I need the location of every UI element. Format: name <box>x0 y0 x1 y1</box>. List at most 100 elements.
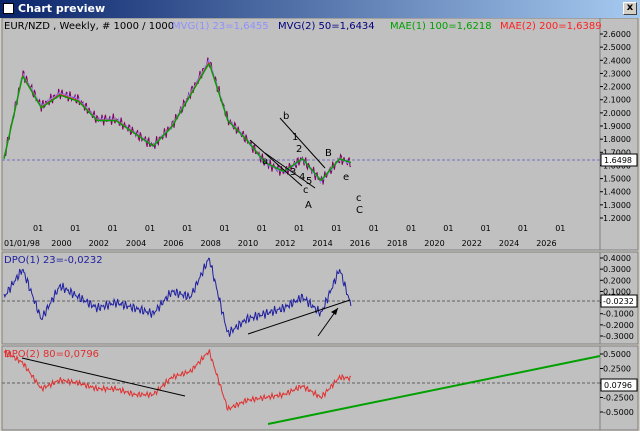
dpo2-y-tick-0: 0.5000 <box>603 350 631 359</box>
x-minor-label-1: 01 <box>70 224 80 233</box>
x-label-6: 2010 <box>238 239 258 248</box>
price-y-tick-9: 1.7000 <box>603 148 631 157</box>
dpo1-last-box <box>600 294 638 308</box>
price-trendline-2 <box>264 152 316 189</box>
chart-canvas: EUR/NZD , Weekly, # 1000 / 1000 MVG(1) 2… <box>1 18 639 431</box>
dpo1-last-value: -0.0232 <box>603 297 634 306</box>
x-label-0: 01/01/98 <box>4 239 40 248</box>
close-button[interactable]: x <box>623 2 637 15</box>
price-header-mae2: MAE(2) 200=1,6389 <box>500 21 602 32</box>
x-minor-label-7: 01 <box>294 224 304 233</box>
window-title: Chart preview <box>18 2 106 15</box>
wave-label-c: c <box>303 185 309 196</box>
dpo2-y-tick-1: 0.2500 <box>603 365 631 374</box>
x-label-10: 2018 <box>387 239 407 248</box>
x-minor-label-5: 01 <box>220 224 230 233</box>
x-minor-label-11: 01 <box>443 224 453 233</box>
price-y-tick-1: 2.5000 <box>603 43 631 52</box>
price-header-mvg1: MVG(1) 23=1,6455 <box>172 21 269 32</box>
price-panel <box>1 18 601 251</box>
wave-label-e: e <box>343 172 349 183</box>
price-y-tick-8: 1.8000 <box>603 135 631 144</box>
price-x-ticks: 01/01/98 01 2000 01 2002 01 2004 01 2006 01 2008 01… <box>4 224 565 248</box>
window-icon <box>3 3 14 14</box>
dpo1-y-tick-1: 0.3000 <box>603 265 631 274</box>
dpo1-header: DPO(1) 23=-0,0232 <box>4 255 103 266</box>
x-minor-label-12: 01 <box>481 224 491 233</box>
x-minor-label-3: 01 <box>145 224 155 233</box>
x-label-9: 2016 <box>350 239 370 248</box>
dpo1-y-tick-2: 0.2000 <box>603 276 631 285</box>
mvg1-series <box>3 58 352 184</box>
x-label-8: 2014 <box>312 239 332 248</box>
x-minor-label-4: 01 <box>182 224 192 233</box>
dpo2-series <box>3 349 352 412</box>
wave-label-4: 4 <box>299 172 305 183</box>
dpo1-y-tick-0: 0.4000 <box>603 254 631 263</box>
x-minor-label-0: 01 <box>33 224 43 233</box>
wave-label-5: 5 <box>306 176 312 187</box>
wave-label-C: C <box>356 205 363 216</box>
x-label-4: 2006 <box>163 239 183 248</box>
x-minor-label-14: 01 <box>555 224 565 233</box>
price-header-mvg2: MVG(2) 50=1,6434 <box>278 21 375 32</box>
price-last-box <box>600 153 638 167</box>
wave-label-c2: c <box>356 193 362 204</box>
price-y-tick-6: 2.0000 <box>603 109 631 118</box>
dpo1-y-tick-5: -0.1000 <box>603 310 634 319</box>
price-y-ticks: 2.6000 2.5000 2.4000 2.3000 2.2000 2.1000 2.00… <box>600 30 631 223</box>
price-y-tick-14: 1.2000 <box>603 214 631 223</box>
x-label-14: 2026 <box>536 239 556 248</box>
price-trendline-1 <box>249 139 303 187</box>
wave-label-1: 1 <box>292 132 298 143</box>
price-y-tick-5: 2.1000 <box>603 96 631 105</box>
price-y-tick-4: 2.2000 <box>603 83 631 92</box>
x-minor-label-6: 01 <box>257 224 267 233</box>
dpo2-last-box <box>600 378 638 392</box>
dpo1-y-tick-7: -0.3000 <box>603 332 634 341</box>
dpo2-y-tick-3: -0.2500 <box>603 394 634 403</box>
x-minor-label-13: 01 <box>518 224 528 233</box>
dpo1-y-tick-6: -0.2000 <box>603 321 634 330</box>
dpo1-series <box>3 257 352 337</box>
price-y-tick-2: 2.4000 <box>603 56 631 65</box>
wave-label-a: a <box>262 156 268 167</box>
x-minor-label-10: 01 <box>406 224 416 233</box>
dpo2-y-tick-4: -0.5000 <box>603 408 634 417</box>
price-header-symbol: EUR/NZD , Weekly, # 1000 / 1000 <box>4 21 174 32</box>
x-label-1: 2000 <box>51 239 71 248</box>
x-minor-label-2: 01 <box>108 224 118 233</box>
mae1-series <box>3 63 352 181</box>
price-header-mae1: MAE(1) 100=1,6218 <box>390 21 492 32</box>
x-label-3: 2004 <box>126 239 146 248</box>
x-label-7: 2012 <box>275 239 295 248</box>
x-minor-label-9: 01 <box>369 224 379 233</box>
wave-label-B: B <box>325 148 332 159</box>
price-y-tick-12: 1.4000 <box>603 188 631 197</box>
price-last-value: 1.6498 <box>604 156 632 165</box>
price-y-tick-3: 2.3000 <box>603 69 631 78</box>
x-minor-label-8: 01 <box>331 224 341 233</box>
dpo1-arrow-head <box>331 308 338 315</box>
x-label-13: 2024 <box>499 239 519 248</box>
wave-label-3: 3 <box>290 167 296 178</box>
wave-label-b: b <box>283 111 289 122</box>
price-y-tick-11: 1.5000 <box>603 175 631 184</box>
x-label-11: 2020 <box>424 239 444 248</box>
title-bar[interactable]: Chart preview x <box>0 0 640 18</box>
dpo1-y-tick-3: 0.1000 <box>603 287 631 296</box>
price-y-tick-13: 1.3000 <box>603 201 631 210</box>
price-y-tick-0: 2.6000 <box>603 30 631 39</box>
dpo2-last-value: 0.0796 <box>604 381 632 390</box>
wave-label-A: A <box>305 200 312 211</box>
wave-label-2: 2 <box>296 144 302 155</box>
dpo2-trendline-black <box>21 357 186 397</box>
x-label-2: 2002 <box>89 239 109 248</box>
dpo2-trendline-green <box>267 355 601 425</box>
price-y-tick-7: 1.9000 <box>603 122 631 131</box>
dpo2-header: DPO(2) 80=0,0796 <box>4 349 99 360</box>
x-label-12: 2022 <box>462 239 482 248</box>
price-axis-panel <box>599 18 639 251</box>
price-trendline-3 <box>279 117 326 169</box>
